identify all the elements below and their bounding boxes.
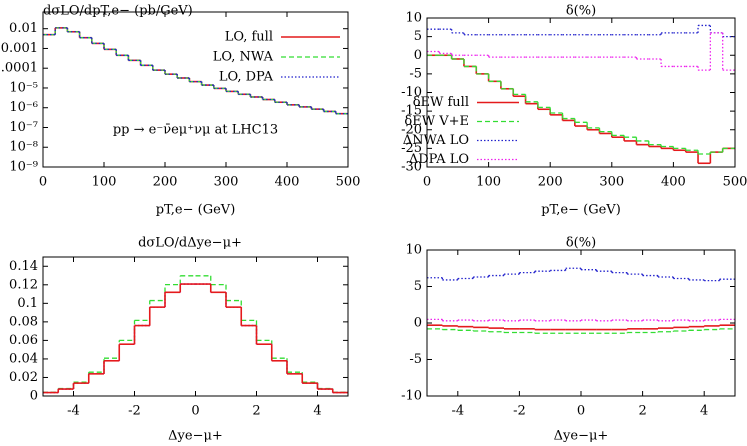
plot-frame [42,256,349,397]
step-connector [450,25,724,37]
y-tick-label: 5 [414,279,422,294]
step-connector [57,284,334,393]
y-tick-label: 0.02 [9,370,38,385]
legend-label: δEW full [413,95,469,110]
x-tick-label: 0 [423,175,431,190]
x-tick-label: 200 [538,175,563,190]
step-connector [57,275,334,393]
legend-label: LO, full [225,30,273,45]
x-axis-label: Δye−μ+ [168,429,223,444]
y-tick-label: 10⁻⁸ [9,140,38,155]
x-axis-label: pT,e− (GeV) [541,203,621,218]
y-tick-label: 0 [30,389,38,404]
plot-frame [426,17,736,168]
x-tick-label: -2 [513,404,526,419]
legend-label: LO, NWA [213,50,274,65]
step-connector [441,319,721,321]
step-connector [57,284,334,393]
x-axis-label: Δye−μ+ [554,429,609,444]
x-tick-label: -2 [128,404,141,419]
step-connector [54,27,337,114]
legend-label: ΔNWA LO [403,133,469,148]
x-tick-label: 0 [577,404,585,419]
y-tick-label: 0.06 [9,333,38,348]
x-tick-label: 4 [700,404,708,419]
chart-title: dσLO/dpT,e− (pb/GeV) [43,4,193,19]
legend-label: δEW V+E [404,114,469,129]
y-tick-label: -25 [401,141,422,156]
x-tick-label: 200 [153,175,178,190]
step-connector [54,27,337,114]
annotation: pp → e⁻ν̄eμ⁺νμ at LHC13 [113,123,278,138]
x-tick-label: 0 [39,175,47,190]
y-tick-label: 10⁻⁷ [9,120,38,135]
step-connector [441,268,721,281]
chart-title: δ(%) [566,236,596,251]
y-tick-label: -10 [401,389,422,404]
x-tick-label: 2 [638,404,646,419]
step-connector [450,55,724,164]
x-tick-label: 100 [476,175,501,190]
y-tick-label: -15 [401,104,422,119]
y-tick-label: -5 [409,352,422,367]
y-tick-label: 0.1 [17,296,38,311]
x-tick-label: 300 [214,175,239,190]
step-connector [441,328,721,334]
y-tick-label: -10 [401,85,422,100]
x-tick-label: 300 [599,175,624,190]
chart-title: dσLO/dΔye−μ+ [138,236,242,251]
x-tick-label: 0 [191,404,199,419]
y-tick-label: 0.08 [9,314,38,329]
y-tick-label: 10 [405,243,422,258]
y-tick-label: -30 [401,160,422,175]
y-tick-label: 0 [414,316,422,331]
y-tick-label: 0.14 [9,259,38,274]
step-connector [54,27,337,114]
x-tick-label: 4 [313,404,321,419]
step-connector [438,32,724,71]
y-tick-label: 0.04 [9,351,38,366]
x-axis-label: pT,e− (GeV) [156,203,236,218]
x-tick-label: 400 [661,175,686,190]
y-tick-label: 10⁻⁵ [9,80,38,95]
y-tick-label: 10⁻⁶ [9,100,38,115]
x-tick-label: -4 [451,404,464,419]
y-tick-label: 0 [414,48,422,63]
step-connector [57,284,334,393]
x-tick-label: 500 [723,175,747,190]
step-connector [450,55,724,154]
y-tick-label: -20 [401,122,422,137]
plot-frame [42,11,349,168]
legend-label: ΔDPA LO [409,152,469,167]
y-tick-label: -5 [409,66,422,81]
y-tick-label: 5 [414,29,422,44]
x-tick-label: 100 [92,175,117,190]
y-tick-label: 0.0001 [0,61,38,76]
chart-title: δ(%) [566,4,596,19]
y-tick-label: 10⁻⁹ [9,160,38,175]
x-tick-label: 500 [336,175,361,190]
x-tick-label: -4 [67,404,80,419]
x-tick-label: 2 [252,404,260,419]
y-tick-label: 0.12 [9,277,38,292]
step-connector [441,325,721,330]
x-tick-label: 400 [275,175,300,190]
y-tick-label: 0.01 [9,21,38,36]
y-tick-label: 10 [405,11,422,26]
legend-label: LO, DPA [219,70,274,85]
y-tick-label: 0.001 [1,41,38,56]
plot-frame [426,249,736,397]
